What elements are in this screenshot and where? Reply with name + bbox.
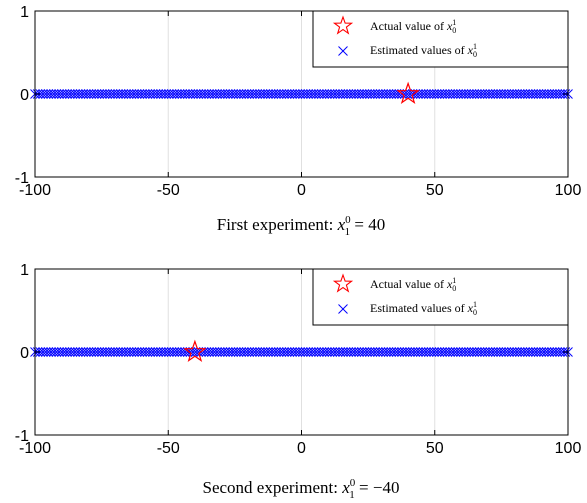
- legend-box: [312, 268, 569, 326]
- panel-1-xticks: -100 -50 0 50 100: [19, 11, 581, 199]
- x-tick-label: 50: [426, 182, 444, 199]
- legend-x-icon: [338, 304, 348, 314]
- legend-label-sup: 1: [452, 18, 456, 27]
- legend-label-var: x: [467, 301, 474, 315]
- legend-label-sub: 0: [452, 284, 456, 293]
- panel-2-caption-sup: 0: [350, 477, 356, 489]
- legend-label: Actual value of x1 0: [370, 18, 456, 35]
- legend-label-prefix: Actual value of: [370, 277, 447, 291]
- legend-label-var: x: [446, 277, 453, 291]
- x-tick-label: 100: [555, 182, 582, 199]
- panel-2-caption-prefix: Second experiment:: [203, 478, 343, 497]
- y-tick-label: 0: [20, 87, 29, 104]
- x-tick-label: 50: [426, 440, 444, 457]
- legend-label-var: x: [467, 43, 474, 57]
- y-tick-label: 0: [20, 345, 29, 362]
- panel-1-yticks: -101: [15, 4, 568, 187]
- legend-label-prefix: Estimated values of: [370, 301, 468, 315]
- y-tick-label: 1: [20, 262, 29, 279]
- x-tick-label: -50: [157, 440, 180, 457]
- panel-2-caption: Second experiment: x0 1 = −40: [203, 477, 400, 501]
- legend-box: [312, 10, 569, 68]
- legend-label-sup: 1: [452, 276, 456, 285]
- panel-1: -100 -50 0 50 100 -101 Actual value of x1 0Es…: [15, 4, 582, 238]
- legend-label: Estimated values of x1 0: [370, 300, 477, 317]
- legend-label: Estimated values of x1 0: [370, 42, 477, 59]
- panel-1-caption-sub: 1: [345, 226, 351, 238]
- panel-2-caption-sub: 1: [349, 489, 355, 501]
- legend-label-sub: 0: [452, 26, 456, 35]
- panel-2-caption-var: x: [341, 478, 350, 497]
- actual-value-point: [396, 81, 420, 104]
- legend-label-sub: 0: [473, 50, 477, 59]
- y-tick-label: 1: [20, 4, 29, 21]
- x-tick-label: 100: [555, 440, 582, 457]
- panel-1-caption-prefix: First experiment:: [217, 215, 338, 234]
- panel-2-actual: [183, 339, 207, 362]
- legend-label-sup: 1: [473, 42, 477, 51]
- legend-label-var: x: [446, 19, 453, 33]
- x-tick-label: -100: [19, 182, 51, 199]
- panel-2-xticks: -100 -50 0 50 100: [19, 269, 581, 457]
- panel-1-caption-var: x: [337, 215, 346, 234]
- y-tick-label: -1: [15, 170, 29, 187]
- panel-1-caption-eq: = 40: [350, 215, 385, 234]
- x-tick-label: 0: [297, 440, 306, 457]
- legend-label-prefix: Actual value of: [370, 19, 447, 33]
- x-tick-label: -50: [157, 182, 180, 199]
- panel-1-caption: First experiment: x0 1 = 40: [217, 214, 386, 238]
- panel-2: -100 -50 0 50 100 -101 Actual value of x1 0Es…: [15, 262, 582, 501]
- legend-label-sup: 1: [473, 300, 477, 309]
- panel-2-estimates: [30, 347, 573, 357]
- legend-star-icon: [332, 273, 354, 293]
- legend-x-icon: [338, 46, 348, 56]
- legend-label-sub: 0: [473, 308, 477, 317]
- x-tick-label: -100: [19, 440, 51, 457]
- y-tick-label: -1: [15, 428, 29, 445]
- panel-1-actual: [396, 81, 420, 104]
- legend-star-icon: [332, 15, 354, 35]
- panel-1-caption-sup: 0: [345, 214, 351, 226]
- x-tick-label: 0: [297, 182, 306, 199]
- legend-label: Actual value of x1 0: [370, 276, 456, 293]
- panel-2-caption-eq: = −40: [355, 478, 400, 497]
- legend-label-prefix: Estimated values of: [370, 43, 468, 57]
- actual-value-point: [183, 339, 207, 362]
